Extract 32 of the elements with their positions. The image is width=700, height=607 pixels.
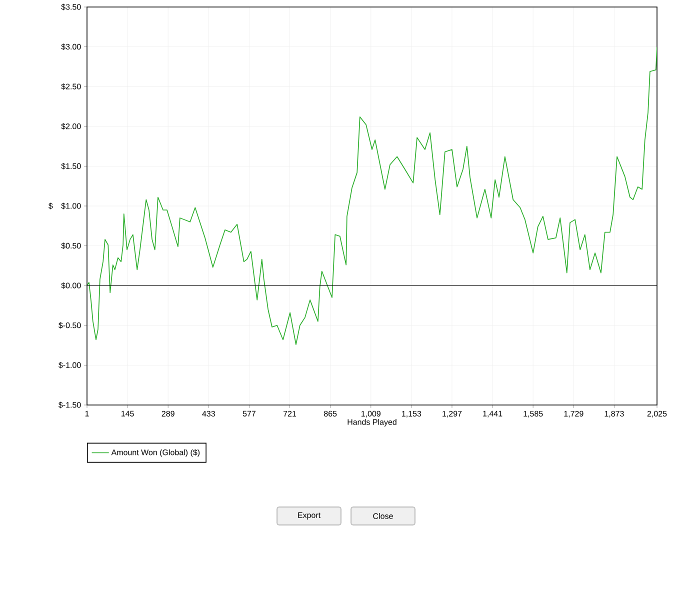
y-tick-label: $-1.50 [58,402,81,408]
y-tick-label: $1.50 [61,162,81,170]
y-tick-label: $1.00 [61,202,81,210]
x-tick-label: 1,873 [604,410,624,418]
y-tick-label: $3.00 [61,44,81,50]
text: Close [373,513,393,519]
y-tick-label: $3.50 [61,4,81,10]
y-tick-label: $0.00 [61,282,81,289]
x-axis-title: Hands Played [348,419,396,426]
x-tick-label: 1,729 [564,410,584,418]
x-tick-label: 145 [121,410,134,416]
y-tick-label: $0.50 [61,242,81,250]
x-tick-label: 433 [202,410,215,417]
line-series [87,46,658,345]
y-tick-label: $2.50 [61,83,81,90]
x-tick-label: 1,009 [361,410,380,418]
y-tick-label: $-0.50 [58,322,81,329]
y-tick-label: $-1.00 [58,362,81,368]
x-tick-label: 2,025 [647,410,667,418]
legend-label: Amount Won (Global) ($) [111,449,200,457]
x-tick-label: 1,441 [483,410,502,418]
x-tick-label: 1,153 [402,410,422,418]
x-tick-label: 1 [85,410,89,416]
x-tick-label: 1,297 [442,410,462,418]
x-tick-label: 721 [284,410,296,416]
text: Export [298,512,321,520]
x-tick-label: 865 [324,410,337,417]
x-tick-label: 289 [162,410,174,417]
y-axis-title: $ [48,202,53,210]
x-tick-label: 1,585 [524,410,543,418]
x-tick-label: 577 [242,410,256,416]
y-tick-label: $2.00 [61,123,81,130]
